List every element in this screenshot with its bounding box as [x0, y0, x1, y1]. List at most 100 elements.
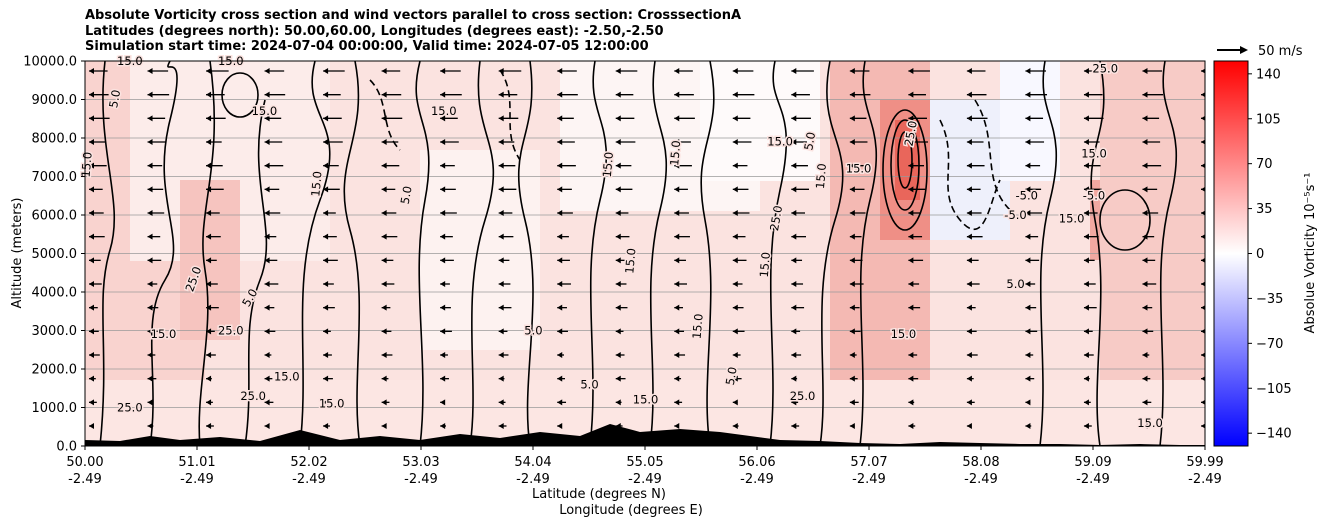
x-axis-label-latitude: Latitude (degrees N): [532, 487, 666, 502]
contour-label: 15.0: [600, 151, 616, 178]
wind-vector-head: [381, 352, 387, 358]
contour-label: 15.0: [813, 163, 829, 190]
contour-label: 15.0: [308, 170, 324, 197]
wind-vector-head: [732, 162, 738, 169]
wind-vector-head: [147, 115, 153, 122]
wind-vector-head: [615, 328, 621, 335]
wind-vector-head: [1025, 281, 1031, 287]
wind-vector-head: [1083, 186, 1089, 193]
wind-vector-head: [674, 257, 680, 264]
wind-vector-head: [791, 91, 797, 98]
wind-vector-head: [615, 233, 621, 240]
contour-label: 5.0: [801, 131, 818, 151]
wind-vector-head: [966, 91, 972, 98]
wind-vector-head: [89, 162, 94, 169]
wind-vector-head: [498, 375, 504, 382]
wind-vector-head: [206, 139, 212, 145]
wind-vector-head: [147, 375, 153, 382]
wind-vector-head: [89, 68, 94, 74]
x-tick-label-lon: -2.49: [1076, 472, 1110, 487]
wind-vector-head: [674, 281, 680, 287]
wind-vector-head: [323, 68, 329, 74]
wind-vector-head: [849, 423, 855, 429]
wind-vector-head: [966, 328, 972, 335]
wind-vector-head: [89, 210, 94, 216]
wind-vector-head: [440, 91, 446, 98]
negative-contours: [369, 69, 1011, 230]
wind-vector-head: [966, 68, 972, 74]
wind-vector-head: [615, 162, 621, 169]
wind-vector-head: [791, 186, 797, 193]
wind-vector-head: [557, 281, 563, 287]
contour-label: 15.0: [1059, 212, 1085, 226]
wind-vector-head: [908, 233, 914, 240]
wind-vector-head: [498, 91, 504, 98]
wind-vector-head: [381, 68, 387, 74]
wind-vector-head: [1201, 423, 1205, 429]
wind-vector-head: [440, 352, 446, 358]
contour-label: 25.0: [240, 389, 266, 403]
wind-vector-head: [264, 233, 270, 240]
wind-vector-head: [908, 375, 914, 382]
wind-vector-head: [1201, 305, 1205, 311]
wind-vector-head: [498, 186, 504, 193]
wind-vector-head: [498, 162, 504, 169]
contour-label: 15.0: [1137, 416, 1163, 430]
wind-vector-head: [849, 399, 855, 406]
wind-vector-head: [323, 281, 329, 287]
title-line-3: Simulation start time: 2024-07-04 00:00:…: [85, 39, 649, 54]
wind-vector-head: [1142, 328, 1148, 335]
wind-vector-head: [674, 375, 680, 382]
wind-vector-head: [1025, 304, 1031, 311]
wind-vector-head: [498, 257, 504, 264]
wind-vector-head: [908, 423, 914, 429]
wind-vector-head: [498, 423, 504, 429]
colorbar-tick-label: −70: [1256, 337, 1283, 352]
wind-vector-head: [732, 68, 738, 74]
contour-label: 15.0: [1081, 146, 1107, 160]
wind-vector-head: [732, 257, 738, 264]
wind-vector-head: [440, 328, 446, 335]
wind-vector-head: [1142, 233, 1148, 240]
contour-label: 25.0: [218, 323, 244, 337]
wind-vector-head: [1083, 423, 1089, 429]
y-tick-label: 9000.0: [32, 93, 78, 108]
wind-vector-head: [791, 352, 797, 358]
wind-vector-head: [1201, 352, 1205, 358]
wind-vector-head: [1083, 281, 1089, 287]
contour-label: 15.0: [667, 140, 683, 167]
x-tick-label-lat: 55.05: [626, 455, 663, 470]
wind-vector-head: [1025, 423, 1031, 429]
wind-vector-head: [1025, 352, 1031, 358]
wind-vector-head: [381, 139, 387, 145]
wind-vector-head: [849, 352, 855, 358]
wind-vector-head: [791, 423, 797, 429]
wind-vector-head: [381, 328, 387, 335]
wind-vector-head: [908, 139, 914, 145]
wind-vector-head: [732, 352, 738, 358]
contour-label: 25.0: [902, 120, 920, 148]
wind-vector-head: [557, 91, 563, 98]
contour-label: 25.0: [1092, 62, 1118, 76]
x-tick-label-lon: -2.49: [964, 472, 998, 487]
colorbar-tick-label: −140: [1256, 427, 1292, 442]
wind-vector-head: [557, 423, 563, 429]
wind-vector-head: [498, 68, 504, 74]
wind-vector-head: [206, 352, 212, 358]
wind-vector-head: [264, 115, 270, 122]
x-tick-label-lat: 59.09: [1074, 455, 1111, 470]
wind-vector-head: [674, 162, 680, 169]
wind-vector-head: [381, 281, 387, 287]
wind-vector-head: [89, 257, 94, 264]
wind-vector-head: [381, 423, 387, 429]
wind-vector-head: [1142, 139, 1148, 145]
wind-vector-head: [791, 328, 797, 335]
wind-vector-head: [966, 162, 972, 169]
wind-vector-head: [89, 233, 94, 240]
wind-vector-head: [1201, 257, 1205, 263]
wind-vector-head: [1142, 399, 1148, 406]
wind-vector-head: [791, 304, 797, 311]
wind-vector-head: [966, 139, 972, 145]
wind-vector-head: [966, 115, 972, 122]
wind-vector-head: [732, 139, 738, 145]
